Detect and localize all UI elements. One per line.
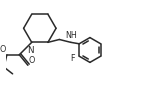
- Text: NH: NH: [65, 31, 77, 40]
- Text: O: O: [29, 56, 35, 65]
- Text: F: F: [70, 53, 74, 62]
- Text: O: O: [0, 44, 6, 53]
- Text: N: N: [27, 46, 34, 55]
